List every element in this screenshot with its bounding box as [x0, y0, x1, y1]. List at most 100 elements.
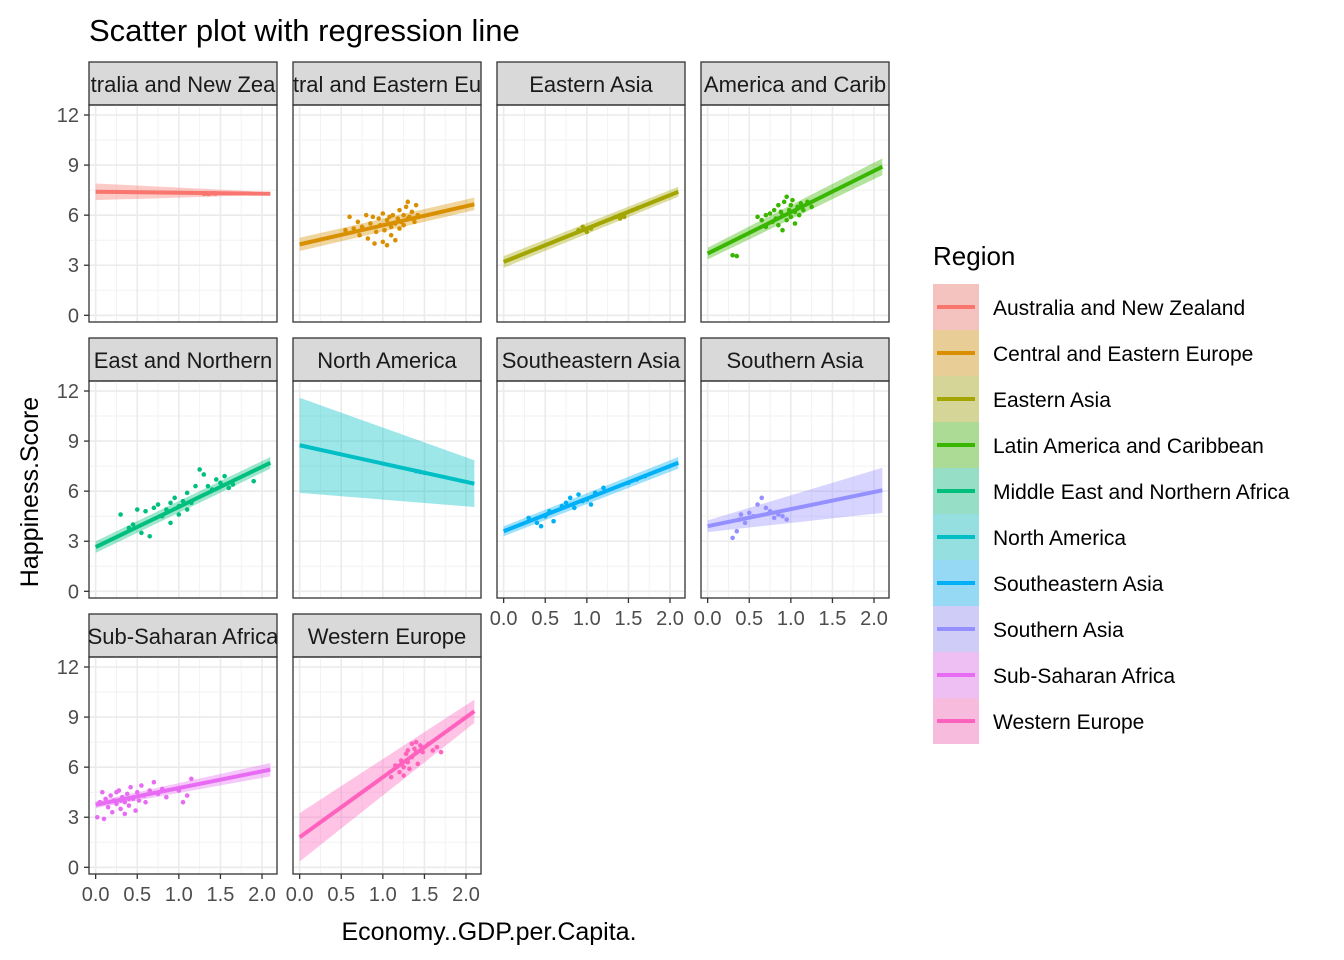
x-tick-label: 1.0 [777, 608, 805, 630]
data-point [776, 222, 781, 228]
facet-strip [88, 337, 278, 382]
facet-strip-label: Western Europe [308, 624, 467, 649]
panel-border [88, 104, 278, 323]
regression-line [299, 202, 475, 247]
data-point [734, 253, 740, 259]
data-point [809, 204, 814, 210]
legend-items: Australia and New Zealand Central and Eas… [933, 284, 1290, 744]
facet-strip-label: Southeastern Asia [502, 348, 681, 373]
data-point [363, 212, 369, 218]
y-tick-label: 9 [68, 431, 79, 453]
data-point [438, 749, 444, 755]
data-point [790, 197, 795, 203]
data-point [730, 535, 735, 541]
data-point [114, 789, 119, 795]
data-point [205, 483, 211, 489]
data-point [118, 806, 123, 812]
data-point [95, 814, 100, 820]
y-tick-label: 12 [57, 657, 79, 679]
facet-panel: Sub-Saharan Africa 0 3 6 9 12 0.0 0.5 1.0 1.5 2.0 [57, 613, 278, 906]
data-point [130, 522, 136, 527]
legend-item: Sub-Saharan Africa [933, 652, 1175, 698]
x-tick-label: 2.0 [248, 884, 276, 906]
regression-line [502, 460, 680, 534]
data-point [567, 495, 573, 501]
panel-border [88, 380, 278, 599]
data-point [388, 232, 394, 238]
grid [89, 381, 277, 598]
legend-label: Southeastern Asia [993, 573, 1164, 596]
data-layer [502, 186, 680, 268]
data-point [771, 515, 777, 521]
data-point [380, 239, 386, 245]
data-point [184, 793, 190, 798]
data-point [168, 520, 173, 526]
data-layer [94, 456, 272, 553]
grid [293, 381, 481, 598]
x-axis-title: Economy..GDP.per.Capita. [341, 918, 636, 946]
facet-strip-label: tralia and New Zea [91, 72, 276, 97]
regression-line [299, 443, 475, 486]
y-tick-label: 3 [68, 255, 79, 277]
x-tick-label: 1.0 [573, 608, 601, 630]
data-point [376, 216, 381, 221]
data-point [734, 528, 740, 534]
data-point [357, 232, 362, 238]
data-point [788, 202, 794, 208]
facet-strip-label: tral and Eastern Eu [293, 72, 481, 97]
y-tick-label: 0 [68, 857, 79, 879]
data-layer [95, 183, 271, 201]
data-point [218, 480, 223, 486]
data-point [134, 789, 140, 795]
data-point [168, 500, 173, 506]
data-point [134, 507, 140, 512]
facet-strip-label: America and Carib [704, 72, 886, 97]
regression-line [95, 189, 271, 196]
data-point [143, 799, 148, 805]
data-layer [95, 762, 271, 822]
data-point [780, 513, 785, 519]
data-point [781, 199, 787, 205]
data-point [347, 214, 352, 220]
legend-label: Central and Eastern Europe [993, 343, 1253, 366]
regression-line [706, 164, 884, 256]
data-point [415, 761, 421, 767]
chart-title: Scatter plot with regression line [89, 13, 520, 48]
data-point [801, 207, 806, 213]
data-point [601, 485, 606, 491]
regression-line [502, 189, 680, 264]
data-point [784, 517, 789, 522]
y-tick-label: 6 [68, 757, 79, 779]
data-point [755, 502, 760, 507]
data-point [538, 523, 544, 529]
data-point [176, 512, 182, 517]
data-layer [707, 467, 883, 541]
y-tick-label: 6 [68, 481, 79, 503]
data-layer [299, 397, 475, 508]
legend-item: Western Europe [933, 698, 1144, 744]
data-point [401, 764, 406, 770]
x-tick-label: 1.5 [411, 884, 439, 906]
data-point [763, 505, 769, 511]
data-layer [502, 456, 680, 537]
data-point [124, 791, 130, 797]
legend-item: Middle East and Northern Africa [933, 468, 1290, 514]
legend-item: Eastern Asia [933, 376, 1111, 422]
facet-strip-label: Southern Asia [727, 348, 865, 373]
data-point [407, 766, 412, 772]
legend-label: North America [993, 527, 1126, 550]
data-point [771, 207, 777, 213]
legend-item: Southern Asia [933, 606, 1124, 652]
data-point [397, 769, 402, 775]
data-point [763, 212, 769, 218]
regression-line [707, 488, 883, 529]
y-tick-label: 0 [68, 581, 79, 603]
x-tick-label: 1.0 [165, 884, 193, 906]
data-point [109, 809, 115, 815]
data-point [103, 796, 108, 802]
data-point [780, 227, 785, 233]
data-point [576, 492, 581, 497]
legend-label: Sub-Saharan Africa [993, 665, 1175, 688]
data-point [108, 793, 113, 798]
data-point [368, 221, 373, 226]
